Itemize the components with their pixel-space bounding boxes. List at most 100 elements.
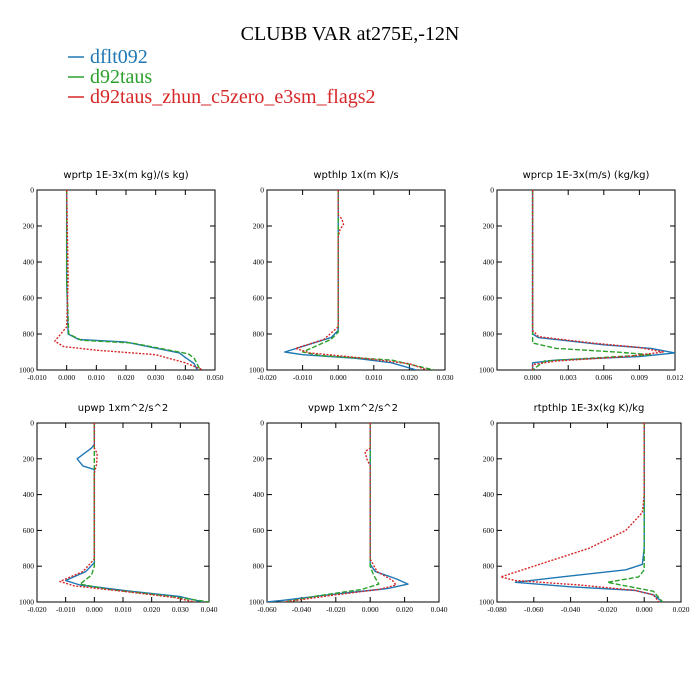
legend-entry-d92taus-zhun: d92taus_zhun_c5zero_e3sm_flags2 bbox=[68, 86, 375, 108]
x-tick-label: -0.010 bbox=[293, 373, 313, 382]
y-tick-label: 200 bbox=[253, 454, 265, 463]
y-tick-label: 400 bbox=[23, 490, 35, 499]
x-tick-label: -0.010 bbox=[56, 605, 76, 614]
x-tick-label: -0.010 bbox=[27, 373, 47, 382]
series-line-d92taus-zhun-c5zero-e3sm-flags2 bbox=[294, 190, 428, 370]
x-tick-label: 0.012 bbox=[667, 373, 684, 382]
legend-label: d92taus_zhun_c5zero_e3sm_flags2 bbox=[90, 86, 375, 108]
x-tick-label: 0.009 bbox=[631, 373, 648, 382]
y-tick-label: 800 bbox=[23, 562, 35, 571]
series-line-dflt092 bbox=[65, 190, 198, 370]
x-tick-label: 0.020 bbox=[143, 605, 160, 614]
x-tick-label: 0.020 bbox=[396, 605, 413, 614]
panel-title: vpwp 1xm^2/s^2 bbox=[308, 403, 398, 414]
y-tick-label: 400 bbox=[23, 258, 35, 267]
y-tick-label: 800 bbox=[253, 562, 265, 571]
panel-title: wpthlp 1x(m K)/s bbox=[313, 170, 398, 181]
series-line-dflt092 bbox=[267, 423, 409, 602]
series-line-d92taus bbox=[284, 423, 380, 602]
x-tick-label: 0.000 bbox=[362, 605, 379, 614]
x-tick-label: -0.020 bbox=[326, 605, 346, 614]
x-tick-label: 0.040 bbox=[431, 605, 448, 614]
y-tick-label: 800 bbox=[483, 562, 495, 571]
series-line-d92taus bbox=[65, 190, 201, 370]
series-line-d92taus-zhun-c5zero-e3sm-flags2 bbox=[499, 423, 660, 602]
y-tick-label: 400 bbox=[483, 490, 495, 499]
y-tick-label: 200 bbox=[483, 222, 495, 231]
x-tick-label: 0.000 bbox=[524, 373, 541, 382]
y-tick-label: 400 bbox=[483, 258, 495, 267]
x-tick-label: 0.003 bbox=[560, 373, 577, 382]
panel-5: vpwp 1xm^2/s^2 0 200 400 600 800 1000-0.060 -0.… bbox=[249, 403, 448, 614]
series-line-d92taus bbox=[606, 423, 664, 602]
x-tick-label: 0.000 bbox=[86, 605, 103, 614]
y-tick-label: 0 bbox=[260, 419, 264, 428]
plot-frame bbox=[496, 422, 682, 603]
legend-entry-dflt092: dflt092 bbox=[68, 46, 148, 68]
x-tick-label: 0.010 bbox=[115, 605, 132, 614]
panel-2: wpthlp 1x(m K)/s 0 200 400 600 800 1000-0.020 -… bbox=[249, 170, 454, 382]
legend: dflt092 d92taus d92taus_zhun_c5zero_e3sm… bbox=[68, 46, 375, 108]
series-line-dflt092 bbox=[64, 423, 204, 602]
x-tick-label: 0.030 bbox=[172, 605, 189, 614]
x-tick-label: 0.020 bbox=[118, 373, 135, 382]
y-tick-label: 1000 bbox=[249, 598, 264, 607]
panel-title: rtpthlp 1E-3x(kg K)/kg bbox=[534, 403, 645, 414]
y-tick-label: 800 bbox=[483, 330, 495, 339]
plot-frame bbox=[266, 189, 446, 371]
x-tick-label: 0.000 bbox=[636, 605, 653, 614]
y-tick-label: 800 bbox=[253, 330, 265, 339]
figure-title: CLUBB VAR at275E,-12N bbox=[241, 23, 460, 45]
panel-1: wprtp 1E-3x(m kg)/(s kg) 0 200 400 600 800 100… bbox=[19, 170, 224, 382]
legend-label: dflt092 bbox=[90, 46, 148, 68]
y-tick-label: 1000 bbox=[19, 598, 34, 607]
x-tick-label: 0.010 bbox=[88, 373, 105, 382]
y-tick-label: 0 bbox=[30, 419, 34, 428]
plot-frame bbox=[36, 189, 216, 371]
x-tick-label: 0.040 bbox=[177, 373, 194, 382]
x-tick-label: -0.080 bbox=[487, 605, 507, 614]
x-tick-label: 0.006 bbox=[595, 373, 612, 382]
y-tick-label: 1000 bbox=[479, 366, 494, 375]
y-tick-label: 600 bbox=[253, 294, 265, 303]
plot-frame bbox=[36, 422, 210, 603]
y-tick-label: 200 bbox=[23, 222, 35, 231]
plot-frame bbox=[266, 422, 440, 603]
series-line-d92taus bbox=[531, 190, 652, 370]
y-tick-label: 200 bbox=[483, 454, 495, 463]
x-tick-label: 0.000 bbox=[330, 373, 347, 382]
y-tick-label: 200 bbox=[23, 454, 35, 463]
series-line-d92taus-zhun-c5zero-e3sm-flags2 bbox=[54, 190, 204, 370]
x-tick-label: -0.040 bbox=[561, 605, 581, 614]
series-line-dflt092 bbox=[531, 190, 675, 370]
y-tick-label: 600 bbox=[23, 294, 35, 303]
panel-title: upwp 1xm^2/s^2 bbox=[78, 403, 168, 414]
y-tick-label: 0 bbox=[490, 186, 494, 195]
x-tick-label: 0.030 bbox=[437, 373, 454, 382]
x-tick-label: -0.040 bbox=[292, 605, 312, 614]
x-tick-label: -0.020 bbox=[257, 373, 277, 382]
x-tick-label: 0.010 bbox=[365, 373, 382, 382]
y-tick-label: 600 bbox=[23, 526, 35, 535]
series-line-d92taus bbox=[79, 423, 209, 602]
y-tick-label: 200 bbox=[253, 222, 265, 231]
y-tick-label: 0 bbox=[260, 186, 264, 195]
series-line-d92taus-zhun-c5zero-e3sm-flags2 bbox=[59, 423, 195, 602]
x-tick-label: 0.050 bbox=[207, 373, 224, 382]
series-line-d92taus bbox=[301, 190, 435, 370]
panel-4: upwp 1xm^2/s^2 0 200 400 600 800 1000-0.020 -0.… bbox=[19, 403, 218, 614]
panel-6: rtpthlp 1E-3x(kg K)/kg02004006008001000-… bbox=[479, 403, 690, 614]
series-line-d92taus-zhun-c5zero-e3sm-flags2 bbox=[531, 190, 664, 370]
legend-label: d92taus bbox=[90, 66, 152, 88]
series-line-d92taus-zhun-c5zero-e3sm-flags2 bbox=[284, 423, 397, 602]
y-tick-label: 600 bbox=[253, 526, 265, 535]
panel-3: wprcp 1E-3x(m/s) (kg/kg) 0 200 400 600 800 100… bbox=[479, 170, 684, 382]
y-tick-label: 1000 bbox=[19, 366, 34, 375]
x-tick-label: 0.030 bbox=[147, 373, 164, 382]
x-tick-label: 0.020 bbox=[401, 373, 418, 382]
legend-entry-d92taus: d92taus bbox=[68, 66, 152, 88]
y-tick-label: 600 bbox=[483, 294, 495, 303]
x-tick-label: 0.020 bbox=[673, 605, 690, 614]
panels-grid: wprtp 1E-3x(m kg)/(s kg) 0 200 400 600 800 100… bbox=[19, 170, 690, 614]
x-tick-label: 0.040 bbox=[201, 605, 218, 614]
